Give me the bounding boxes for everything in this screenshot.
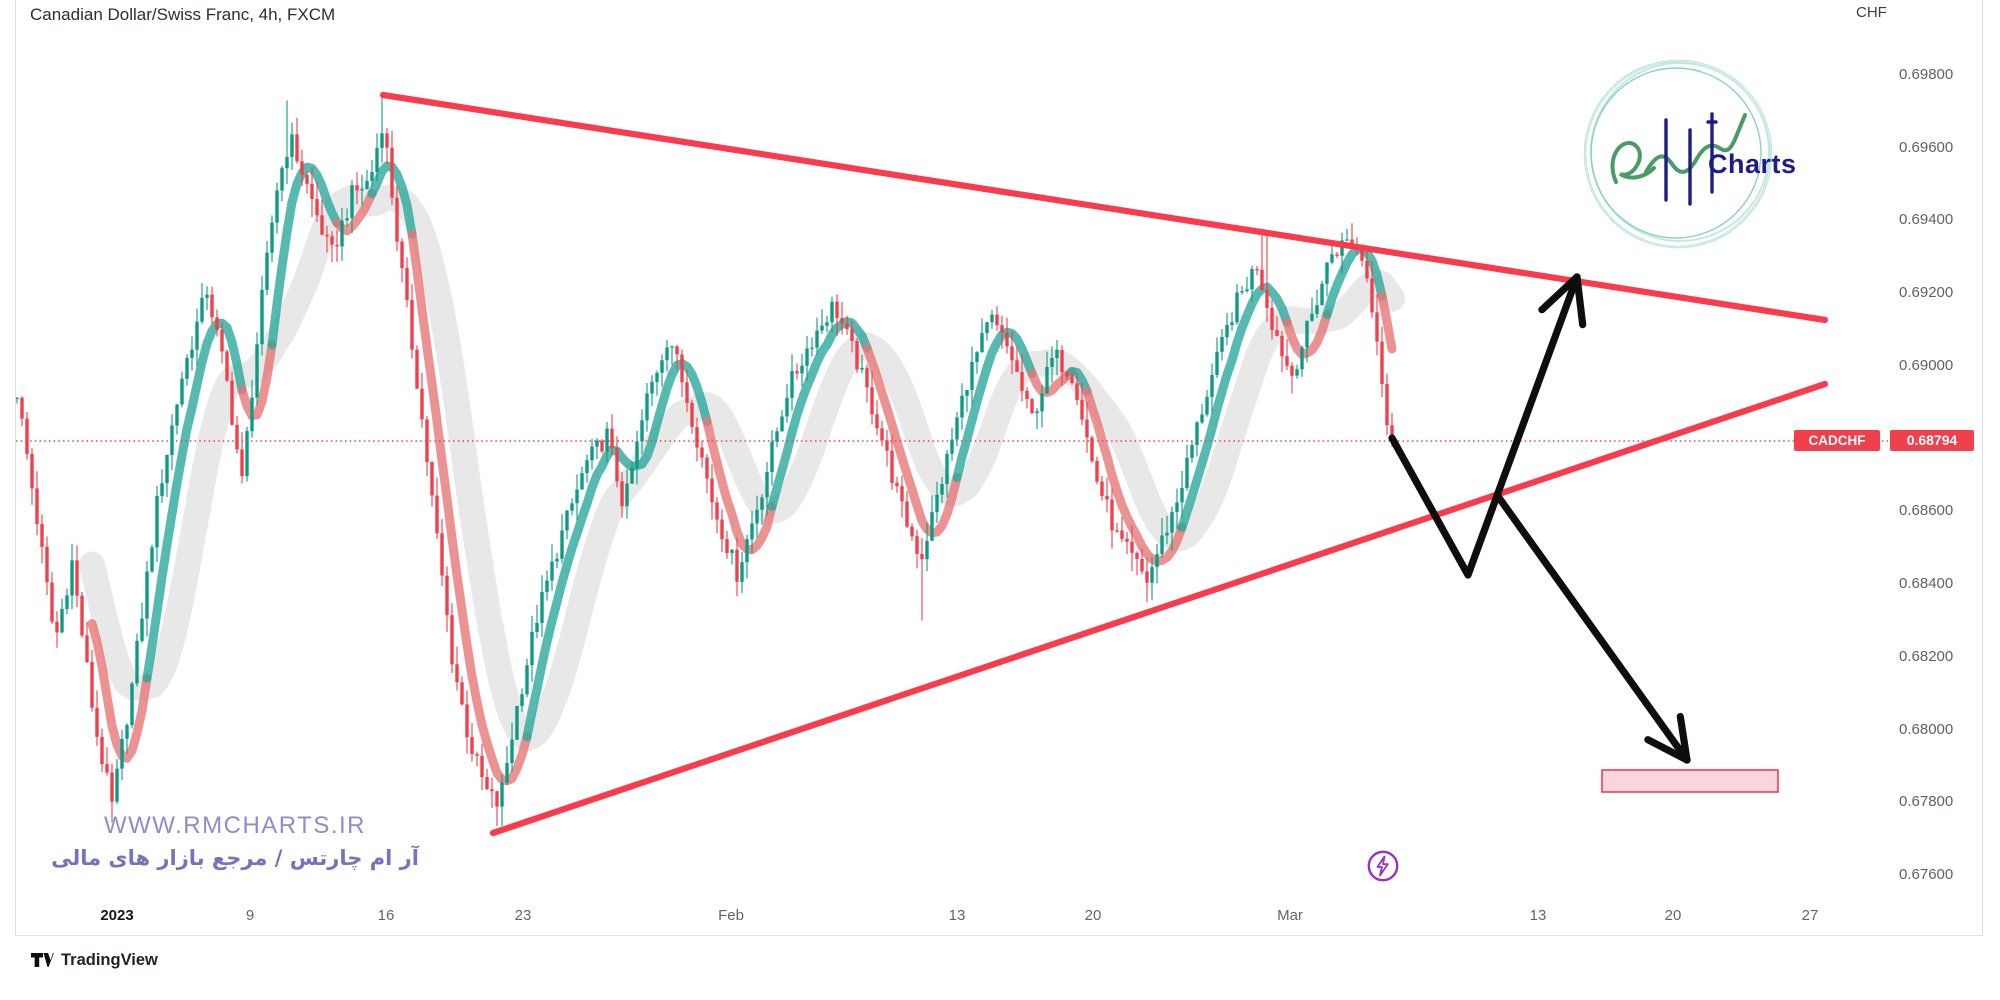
arrowhead-wing — [1573, 273, 1587, 329]
ma-ribbon-segment — [1177, 282, 1292, 532]
price-tick-label: 0.69800 — [1899, 66, 1954, 83]
price-tick-label: 0.68000 — [1899, 720, 1954, 738]
ma-ribbon-segment — [767, 317, 872, 511]
ma-ribbon-segment — [702, 417, 777, 555]
logo-wordmark: Charts — [1708, 149, 1797, 179]
target-zone[interactable] — [1601, 769, 1779, 793]
trendline-upper-resistance[interactable] — [379, 91, 1829, 324]
last-price-badge: 0.68794 — [1890, 430, 1974, 451]
watermark-url: WWW.RMCHARTS.IR — [103, 812, 367, 839]
time-tick-label: 20 — [1084, 907, 1102, 924]
tradingview-logo-icon — [31, 953, 54, 967]
flash-event-icon[interactable] — [1365, 848, 1401, 884]
watermark-persian: آر ام چارتس / مرجع بازار های مالی — [51, 846, 419, 870]
price-tick-label: 0.67800 — [1899, 793, 1954, 811]
time-tick-label: 23 — [514, 907, 532, 924]
ma-ribbon-segment — [1067, 367, 1092, 396]
price-tick-label: 0.69600 — [1899, 138, 1954, 156]
price-tick-label: 0.67600 — [1899, 866, 1954, 883]
projection-arrow-bearish-path[interactable] — [1493, 491, 1691, 764]
watermark: WWW.RMCHARTS.IR آر ام چارتس / مرجع بازار… — [40, 812, 430, 870]
price-tick-label: 0.68600 — [1899, 502, 1954, 520]
logo-script-r — [1610, 140, 1656, 184]
ma-ribbon-segment — [1027, 367, 1077, 397]
time-tick-label: 16 — [377, 907, 395, 924]
rm-charts-logo: Charts — [1578, 52, 1838, 264]
trendline-lower-support[interactable] — [489, 380, 1829, 837]
ma-ribbon-segment — [267, 162, 342, 350]
arrowhead-wing — [1644, 736, 1691, 764]
price-tick-label: 0.69200 — [1899, 284, 1954, 302]
price-tick-label: 0.69400 — [1899, 211, 1954, 229]
ma-ribbon-segment — [1377, 291, 1397, 354]
time-tick-label: 20 — [1664, 907, 1682, 924]
ma-ribbon-segment — [862, 343, 962, 538]
time-tick-label: Feb — [718, 907, 744, 924]
price-tick-label: 0.69000 — [1899, 356, 1954, 374]
ma-ribbon-segment — [1322, 244, 1387, 320]
ma-ribbon-segment — [142, 318, 247, 683]
tradingview-attribution[interactable]: TradingView — [30, 950, 158, 970]
tradingview-brand-text: TradingView — [61, 950, 158, 969]
time-tick-label: 27 — [1801, 907, 1819, 924]
symbol-badge: CADCHF — [1794, 430, 1880, 451]
price-tick-label: 0.68200 — [1899, 647, 1954, 665]
ma-ribbon-segment — [1082, 386, 1187, 566]
ma-ribbon-segment — [237, 340, 277, 421]
pane-border-right — [1982, 0, 1983, 935]
ma-ribbon-segment — [952, 327, 1037, 482]
axis-currency-label: CHF — [1856, 4, 1887, 21]
time-tick-label: 13 — [1529, 907, 1547, 924]
rm-charts-logo-graphic — [1583, 59, 1773, 249]
candlestick-chart-canvas[interactable] — [0, 0, 1982, 935]
projection-arrow-bullish-path[interactable] — [1388, 273, 1581, 579]
pane-border-left — [15, 0, 16, 935]
candlestick-series — [15, 95, 1394, 826]
arrowhead-wing — [1676, 712, 1691, 764]
time-tick-label: Mar — [1277, 907, 1303, 924]
time-tick-label: 9 — [245, 907, 255, 924]
price-tick-label: 0.68400 — [1899, 575, 1954, 593]
pane-border-bottom — [15, 935, 1983, 936]
logo-candlesticks — [1664, 112, 1718, 206]
time-tick-label: 2023 — [100, 907, 134, 924]
ma-ribbon-segment — [87, 619, 152, 763]
symbol-title: Canadian Dollar/Swiss Franc, 4h, FXCM — [30, 5, 336, 24]
arrowhead-wing — [1538, 273, 1581, 314]
time-tick-label: 13 — [948, 907, 966, 924]
lightning-bolt-icon — [1376, 855, 1389, 877]
